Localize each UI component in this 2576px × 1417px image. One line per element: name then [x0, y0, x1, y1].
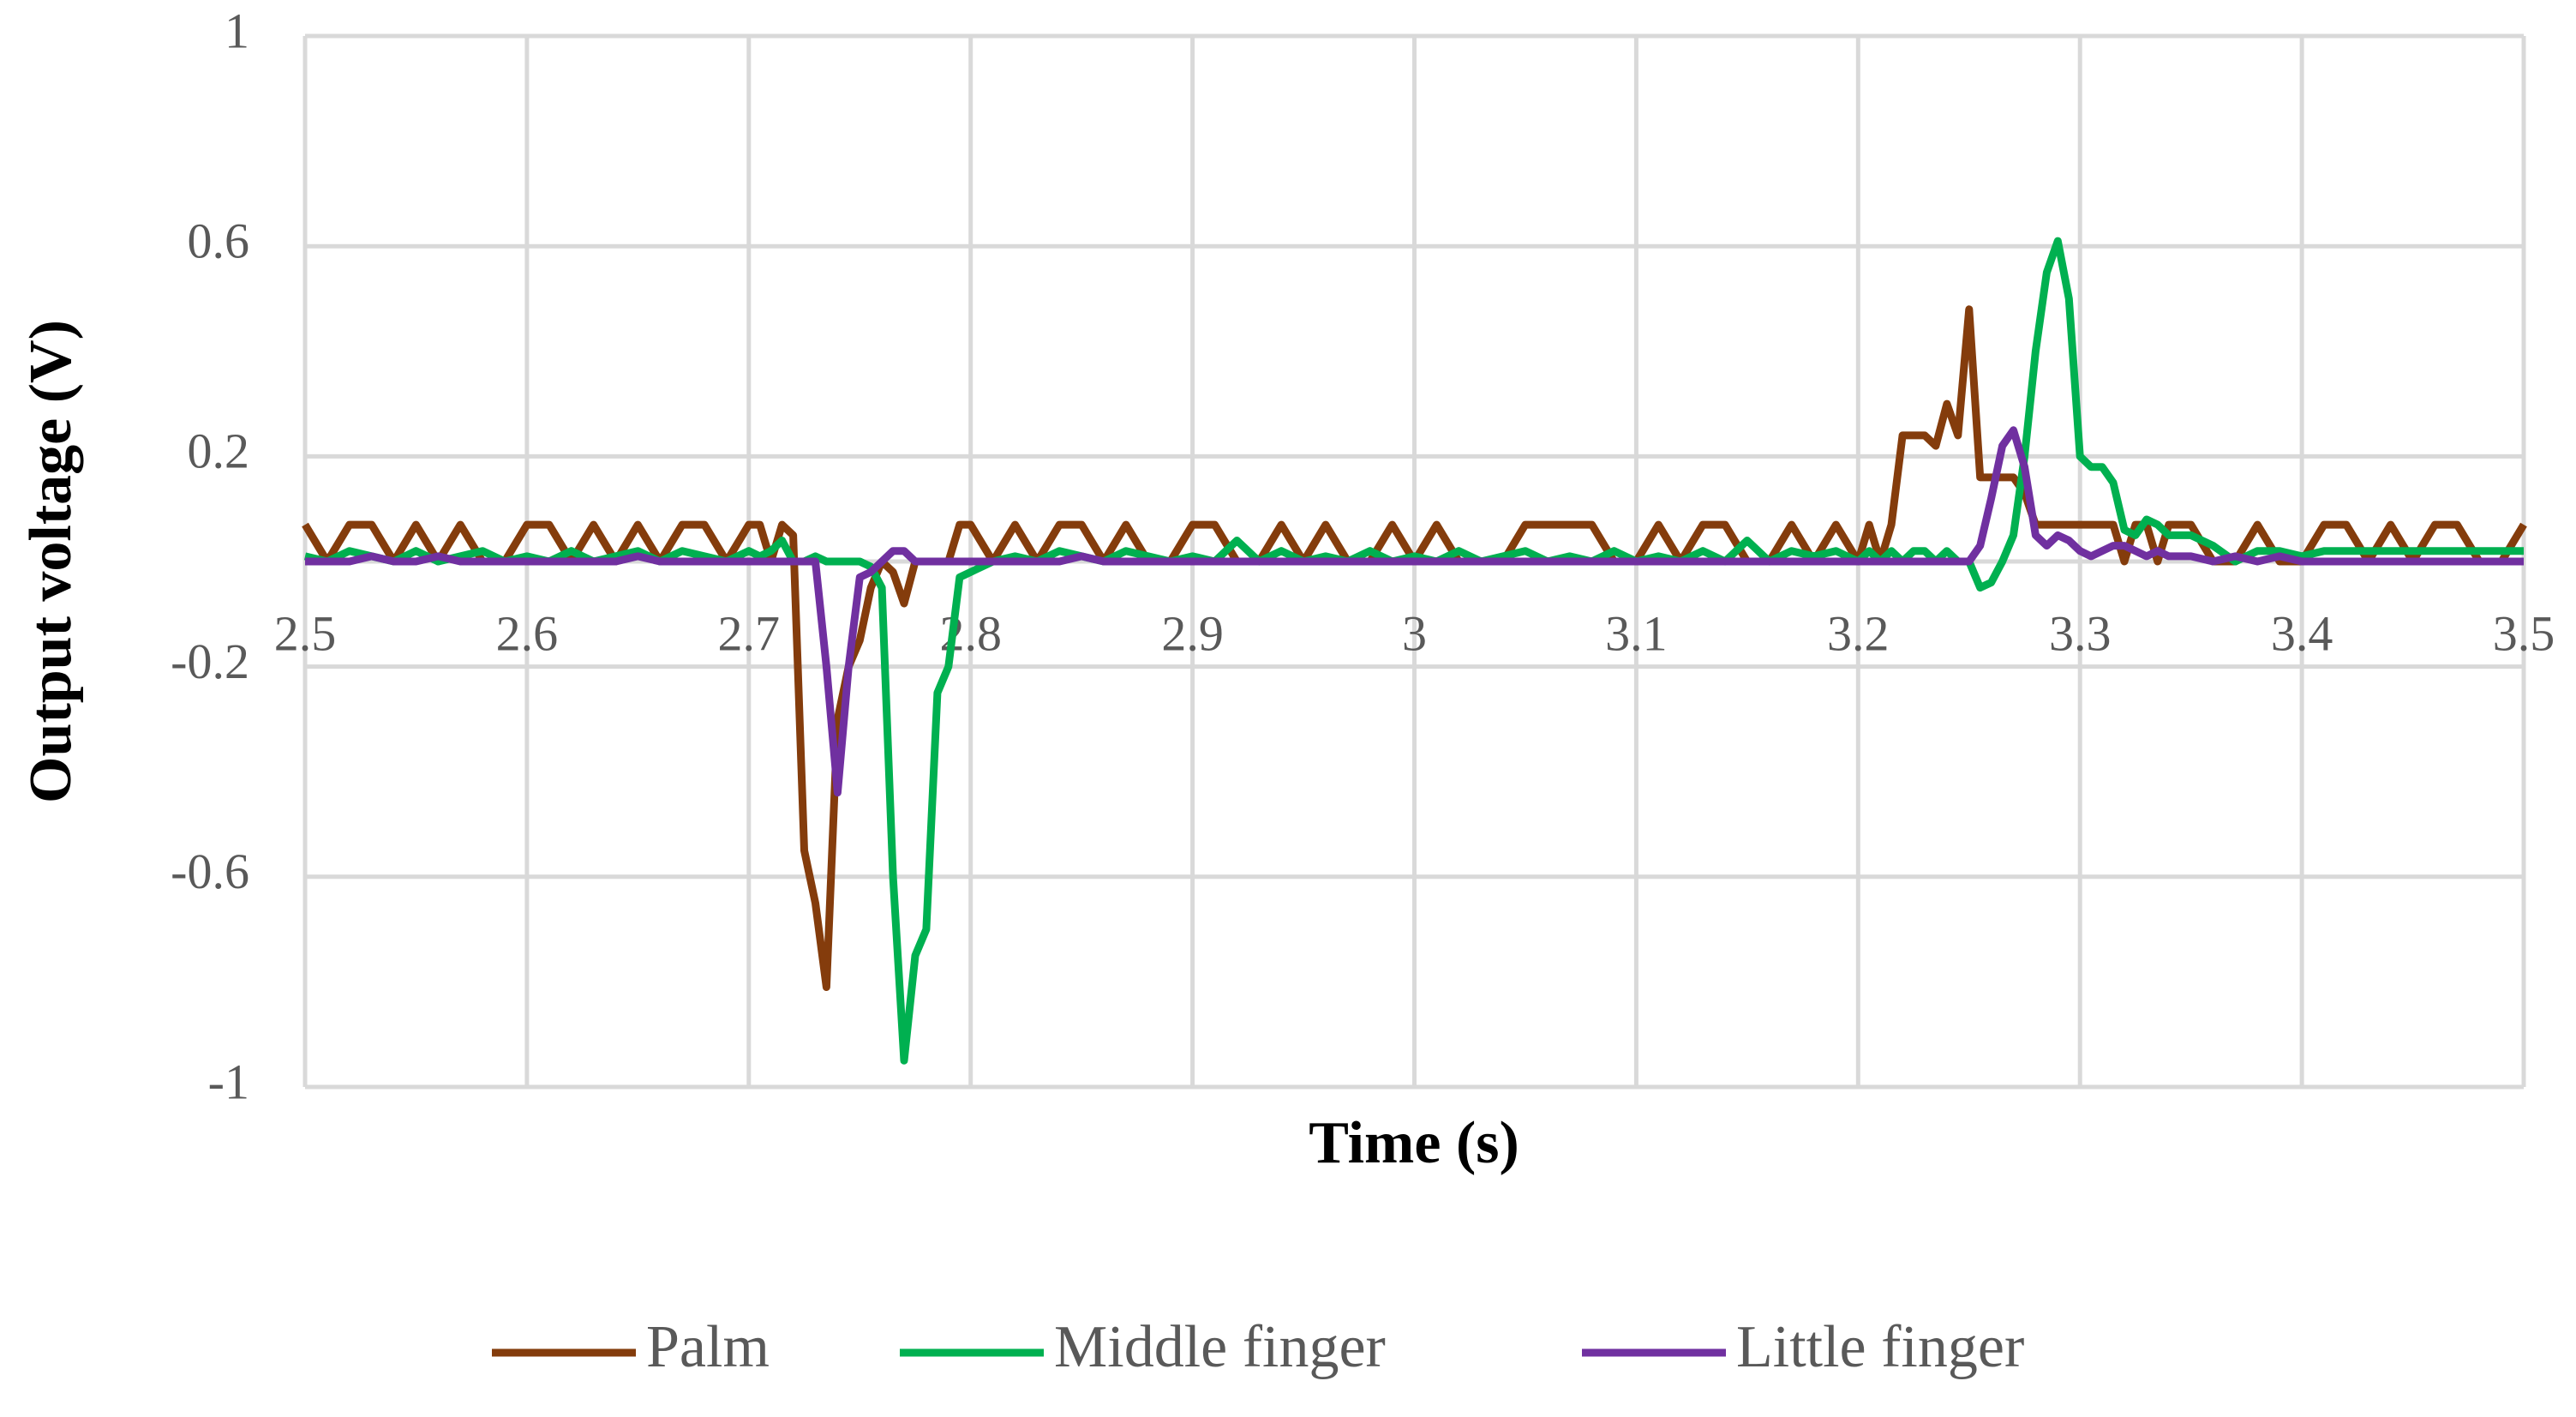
series-line	[303, 237, 2524, 1065]
x-tick-label: 2.7	[718, 605, 781, 661]
x-axis-title: Time (s)	[1309, 1110, 1519, 1176]
x-tick-label: 3.3	[2049, 605, 2112, 661]
x-tick-label: 2.6	[496, 605, 559, 661]
series-line	[305, 426, 2524, 797]
legend-label: Middle finger	[1054, 1314, 1386, 1380]
x-tick-label: 3.4	[2271, 605, 2333, 661]
x-tick-label: 3.1	[1605, 605, 1668, 661]
y-tick-label: 1	[225, 3, 249, 58]
x-tick-label: 2.5	[274, 605, 337, 661]
x-tick-label: 3	[1402, 605, 1427, 661]
x-tick-label: 2.9	[1161, 605, 1224, 661]
x-tick-label: 3.5	[2493, 605, 2555, 661]
y-tick-label: -0.2	[171, 633, 249, 689]
y-tick-label: 0.2	[188, 423, 250, 479]
y-axis-title: Output voltage (V)	[18, 320, 84, 803]
y-tick-label: 0.6	[188, 213, 250, 269]
legend-label: Palm	[646, 1314, 770, 1380]
x-tick-label: 3.2	[1827, 605, 1890, 661]
legend-label: Little finger	[1736, 1314, 2024, 1380]
y-tick-label: -0.6	[171, 844, 249, 899]
y-tick-label: -1	[208, 1054, 249, 1109]
